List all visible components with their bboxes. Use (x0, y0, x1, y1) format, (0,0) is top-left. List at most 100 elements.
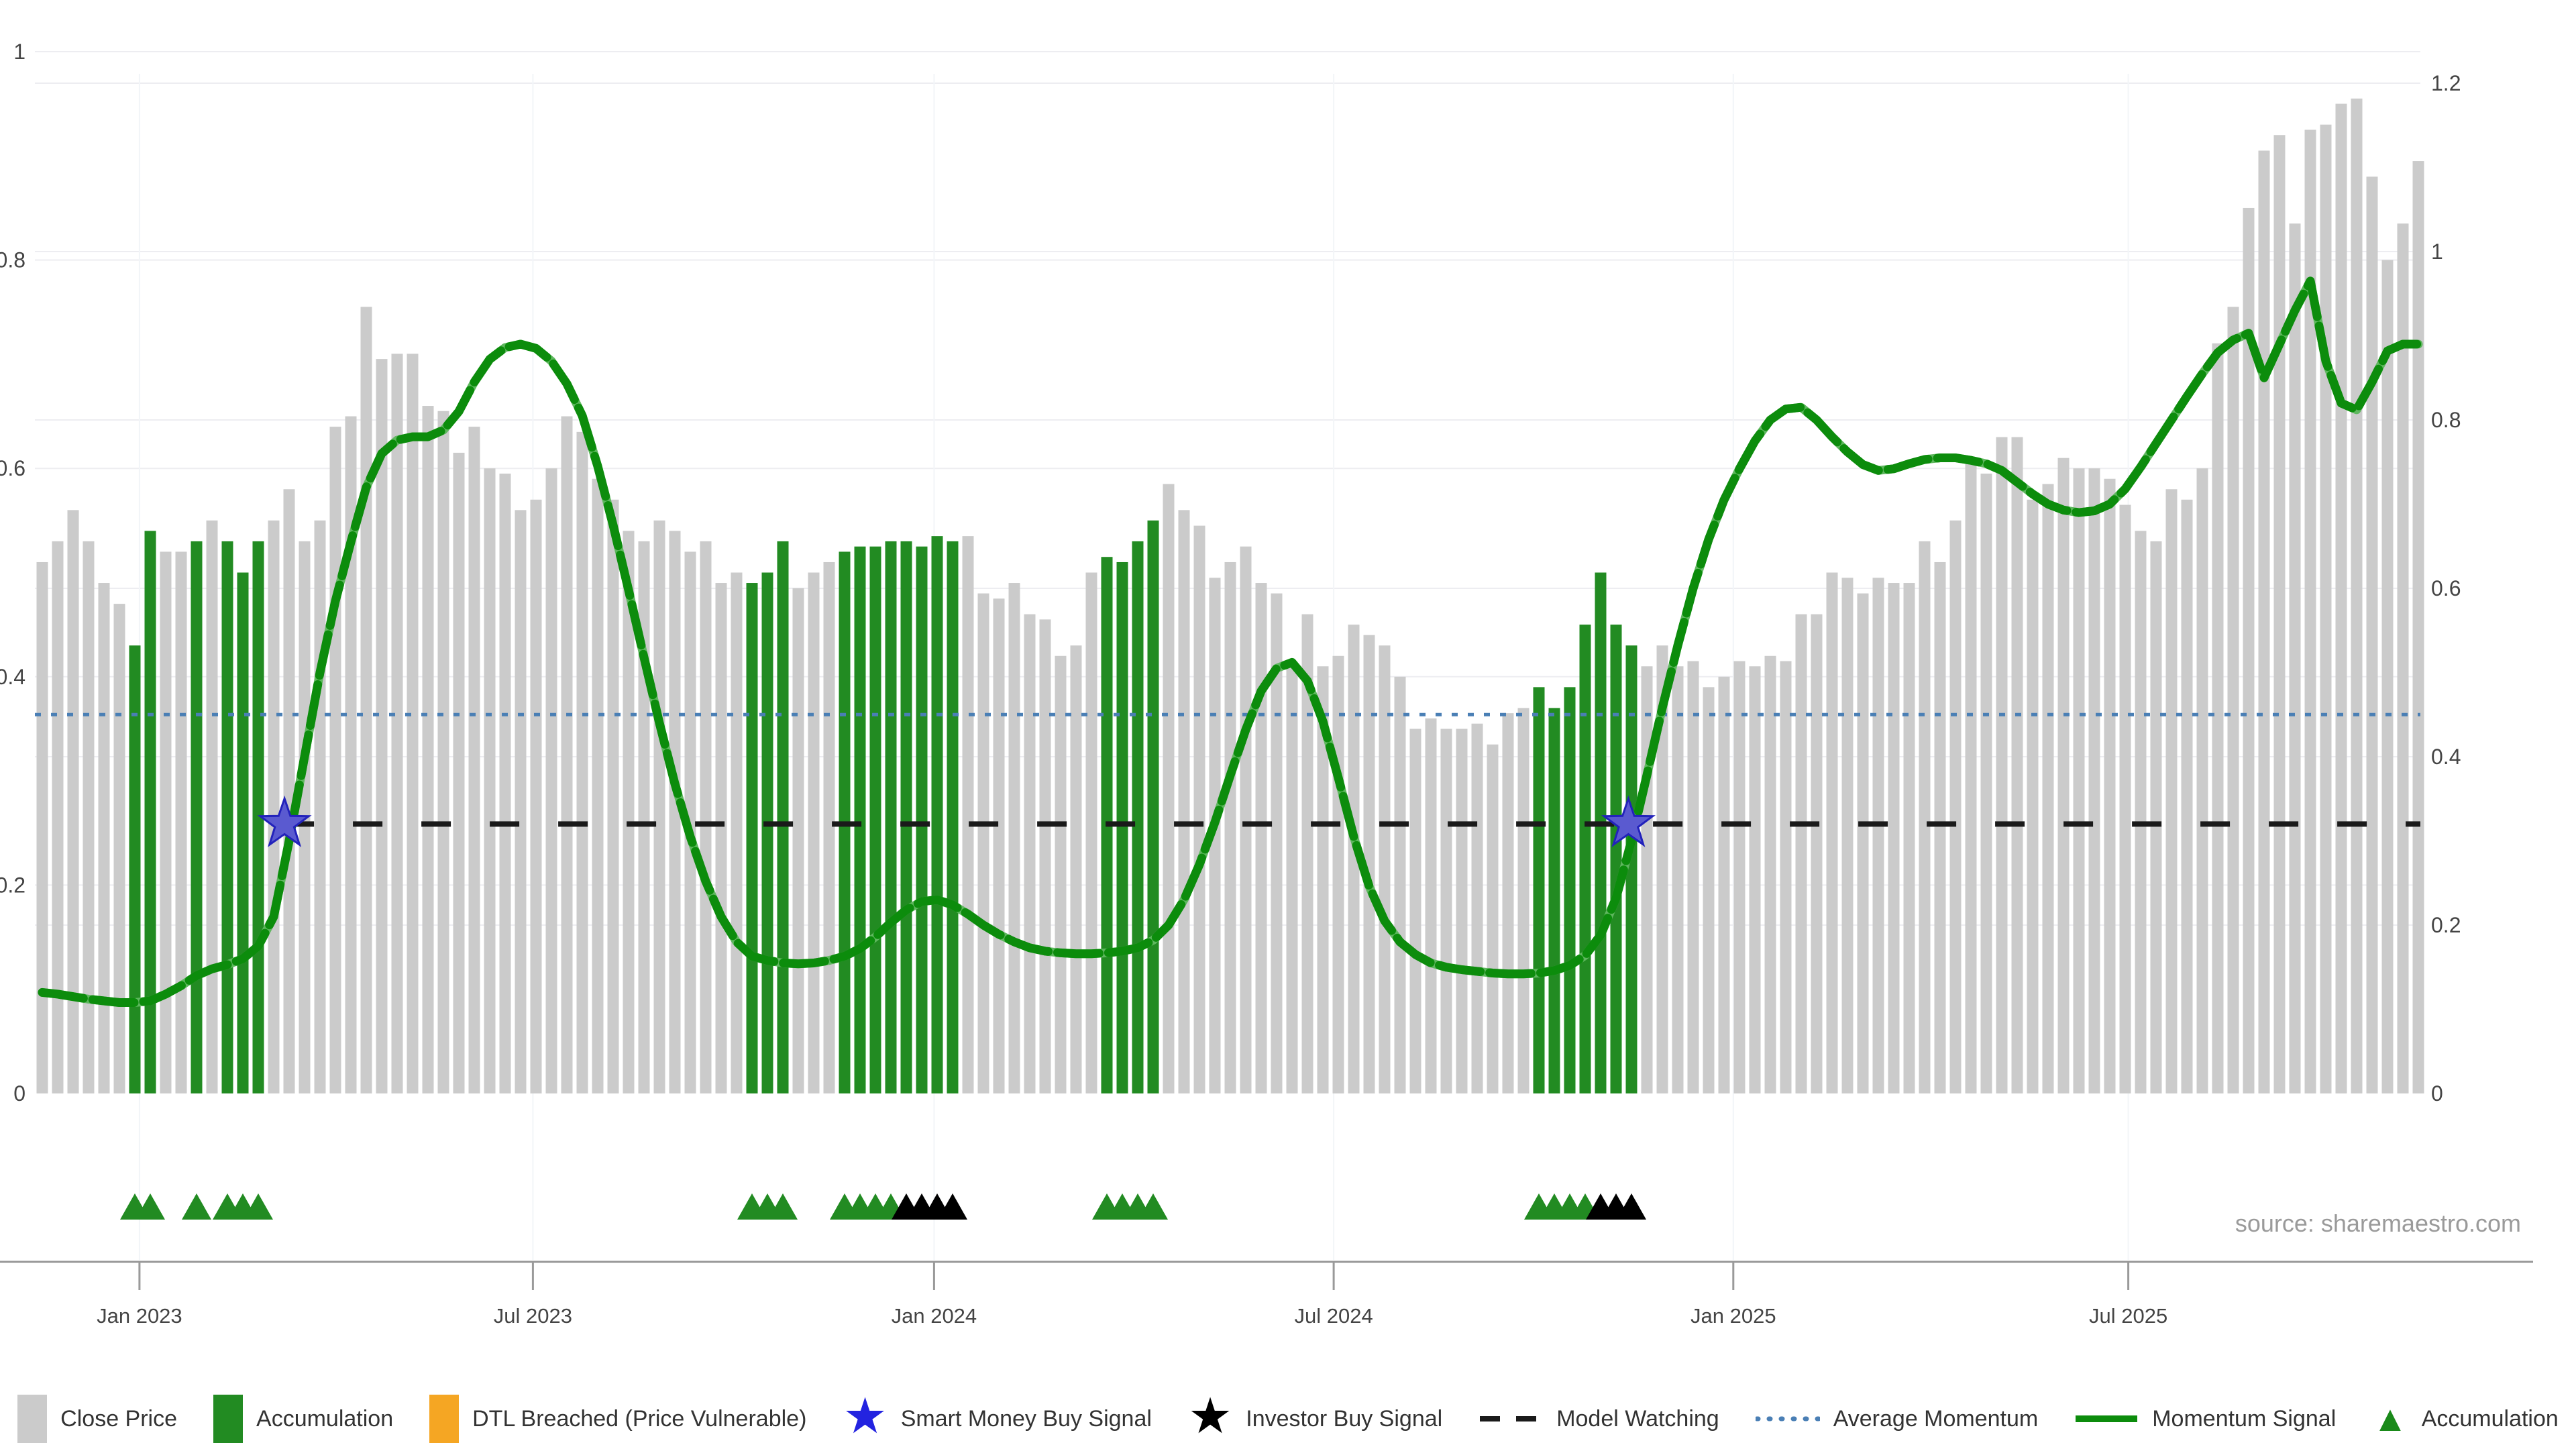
legend-swatch-rect-icon (429, 1395, 460, 1443)
close-price-bar (623, 531, 635, 1093)
right-axis-tick-label: 1 (2431, 239, 2443, 264)
close-price-bar (715, 583, 727, 1093)
legend-item-close-price[interactable]: Close Price (17, 1395, 177, 1443)
left-axis-tick-label: 0.6 (0, 456, 25, 480)
legend-item-dtl-breached-price-vulnerable-[interactable]: DTL Breached (Price Vulnerable) (429, 1395, 806, 1443)
close-price-bar (52, 541, 64, 1093)
close-price-bar (1255, 583, 1267, 1093)
close-price-bar (391, 354, 403, 1093)
legend-item-average-momentum[interactable]: Average Momentum (1755, 1406, 2038, 1432)
close-price-bar (2212, 343, 2224, 1094)
close-price-bar (1178, 510, 1190, 1093)
source-attribution: source: sharemaestro.com (2235, 1210, 2521, 1237)
chart-legend: Close Price Accumulation DTL Breached (Pri… (0, 1389, 2576, 1449)
close-price-bar (2412, 161, 2424, 1094)
close-price-bar (1903, 583, 1915, 1093)
left-axis-tick-label: 0.4 (0, 665, 25, 689)
close-price-bar (407, 354, 419, 1093)
close-price-bar (2335, 103, 2347, 1093)
close-price-bar (1795, 614, 1807, 1093)
close-price-bar (1980, 473, 1992, 1093)
close-price-bar (993, 598, 1005, 1093)
close-price-bar (268, 520, 280, 1093)
smart-money-buy-star (257, 795, 312, 847)
legend-label: Momentum Signal (2152, 1405, 2337, 1432)
close-price-bar (2304, 129, 2316, 1094)
close-price-bar (83, 541, 95, 1093)
accumulation-bar (252, 541, 264, 1093)
close-price-bar (2165, 489, 2178, 1093)
close-price-bar (484, 468, 496, 1093)
left-axis-tick-label: 0 (13, 1081, 25, 1106)
legend-star-icon: ★ (1187, 1388, 1233, 1444)
close-price-bar (1085, 572, 1097, 1093)
accumulation-bar (1132, 541, 1144, 1093)
close-price-bar (437, 411, 449, 1093)
investor-buy-triangle (938, 1193, 967, 1220)
close-price-bar (792, 588, 804, 1093)
close-price-bar (1008, 583, 1020, 1093)
accumulation-bar (746, 583, 758, 1093)
left-axis-tick-label: 0.8 (0, 248, 25, 272)
right-axis-tick-label: 0.2 (2431, 913, 2461, 937)
legend-item-model-watching[interactable]: Model Watching (1479, 1406, 1719, 1432)
close-price-bar (160, 551, 172, 1093)
left-axis-tick-label: 1 (13, 40, 25, 64)
close-price-bar (1857, 593, 1869, 1093)
accumulation-bar (1625, 645, 1638, 1093)
accumulation-triangle (182, 1193, 211, 1220)
legend-dotted-line-icon (1755, 1416, 1820, 1421)
close-price-bar (1733, 661, 1746, 1093)
accumulation-triangle (768, 1193, 798, 1220)
close-price-bar (823, 561, 835, 1093)
legend-star-icon: ★ (843, 1388, 888, 1444)
legend-label: Model Watching (1556, 1405, 1719, 1432)
close-price-bar (329, 427, 341, 1093)
accumulation-bar (1595, 572, 1607, 1093)
close-price-bar (1379, 645, 1391, 1093)
legend-item-investor-buy-signal[interactable]: ★ Investor Buy Signal (1187, 1388, 1442, 1444)
close-price-bar (376, 359, 388, 1093)
close-price-bar (962, 536, 974, 1093)
close-price-bar (2042, 484, 2054, 1093)
legend-item-momentum-signal[interactable]: Momentum Signal (2074, 1406, 2336, 1432)
close-price-bar (206, 520, 218, 1093)
close-price-bar (1841, 578, 1854, 1093)
legend-swatch-rect-icon (213, 1395, 244, 1443)
close-price-bar (2258, 150, 2270, 1093)
close-price-bar (1811, 614, 1823, 1093)
close-price-bar (1687, 661, 1699, 1093)
smart-money-buy-star (1601, 795, 1656, 847)
close-price-bar (1271, 593, 1283, 1093)
right-axis-tick-label: 0.6 (2431, 576, 2461, 600)
legend-triangle-icon: ▲ (2372, 1399, 2408, 1439)
close-price-bar (453, 452, 465, 1093)
right-axis-tick-label: 1.2 (2431, 71, 2461, 95)
close-price-bar (1502, 713, 1514, 1093)
legend-item-accumulation[interactable]: Accumulation (213, 1395, 393, 1443)
close-price-bar (1718, 676, 1730, 1093)
right-axis-tick-label: 0.8 (2431, 408, 2461, 432)
legend-label: Close Price (60, 1405, 178, 1432)
close-price-bar (1209, 578, 1221, 1093)
close-price-bar (1996, 437, 2008, 1093)
close-price-bar (1641, 666, 1653, 1093)
x-axis-tick-label: Jul 2025 (2089, 1304, 2167, 1328)
accumulation-bar (1610, 625, 1622, 1093)
close-price-bar (1672, 666, 1684, 1093)
close-price-bar (1656, 645, 1668, 1093)
close-price-bar (515, 510, 527, 1093)
legend-item-accumulation[interactable]: ▲ Accumulation (2372, 1401, 2559, 1437)
close-price-bar (1394, 676, 1406, 1093)
close-price-bar (1425, 718, 1437, 1093)
accumulation-bar (1548, 708, 1560, 1093)
close-price-bar (1749, 666, 1761, 1093)
close-price-bar (2011, 437, 2023, 1093)
close-price-bar (98, 583, 110, 1093)
close-price-bar (545, 468, 557, 1093)
legend-item-smart-money-buy-signal[interactable]: ★ Smart Money Buy Signal (843, 1388, 1152, 1444)
close-price-bar (1456, 729, 1468, 1093)
close-price-bar (1764, 655, 1776, 1093)
close-price-bar (2150, 541, 2162, 1093)
accumulation-triangle (244, 1193, 273, 1220)
